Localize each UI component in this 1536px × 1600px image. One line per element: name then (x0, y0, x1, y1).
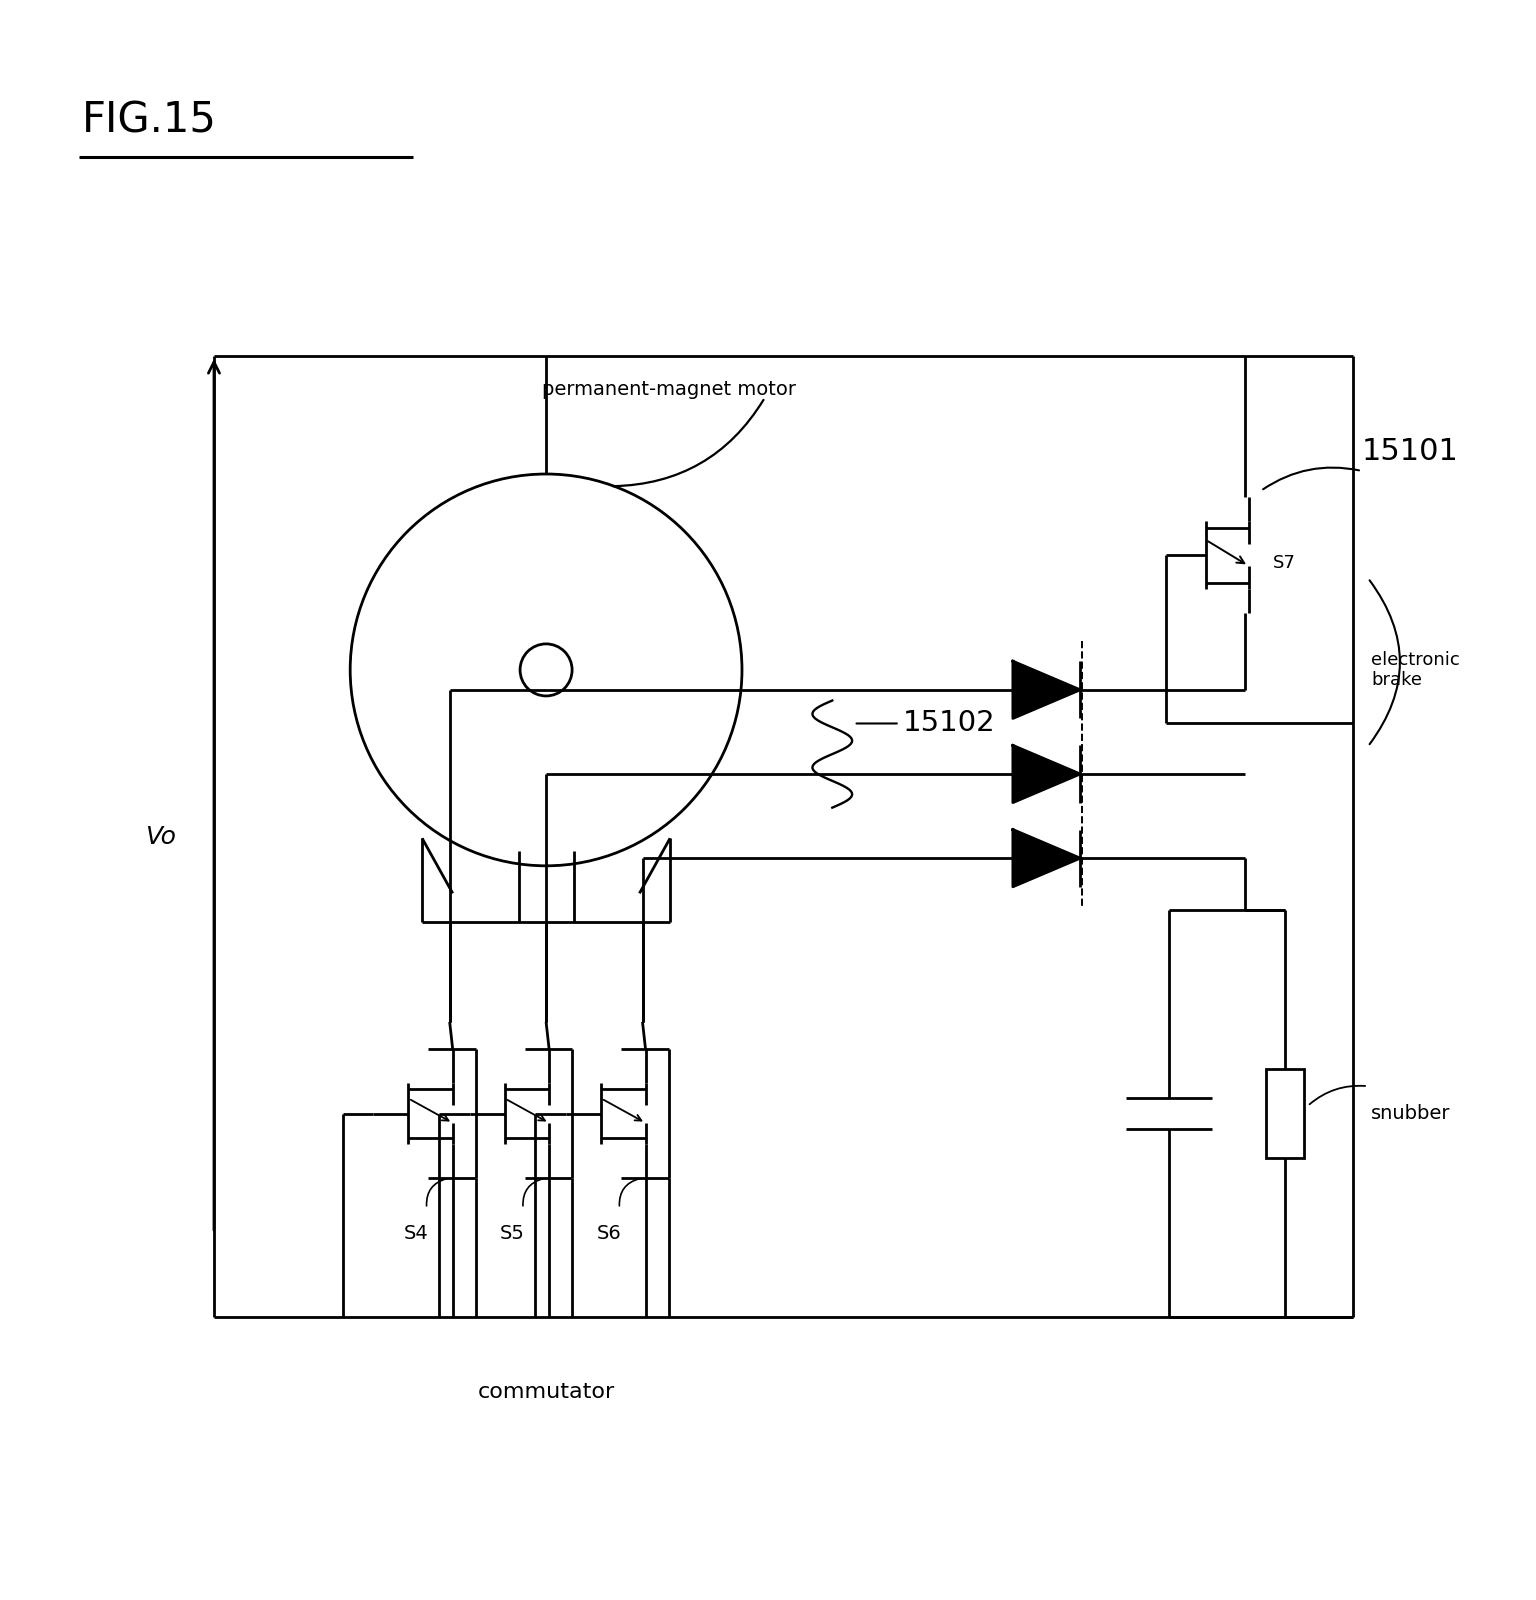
FancyArrowPatch shape (619, 1179, 641, 1206)
FancyArrowPatch shape (522, 1179, 544, 1206)
FancyArrowPatch shape (1263, 467, 1359, 490)
Text: commutator: commutator (478, 1381, 614, 1402)
Text: snubber: snubber (1372, 1104, 1450, 1123)
Text: S7: S7 (1273, 554, 1296, 571)
Text: S4: S4 (404, 1224, 429, 1243)
Text: 15101: 15101 (1362, 437, 1459, 466)
FancyArrowPatch shape (1310, 1086, 1366, 1104)
Polygon shape (1012, 829, 1080, 886)
FancyBboxPatch shape (1266, 1069, 1304, 1158)
Text: FIG.15: FIG.15 (83, 99, 217, 141)
FancyArrowPatch shape (1370, 581, 1399, 744)
Text: Vo: Vo (144, 824, 175, 848)
Text: electronic
brake: electronic brake (1372, 651, 1459, 690)
Text: S6: S6 (596, 1224, 621, 1243)
Polygon shape (1012, 661, 1080, 718)
Polygon shape (1012, 746, 1080, 803)
FancyArrowPatch shape (427, 1179, 447, 1206)
FancyArrowPatch shape (613, 400, 763, 486)
Text: permanent-magnet motor: permanent-magnet motor (542, 381, 796, 398)
Text: 15102: 15102 (903, 709, 995, 738)
Text: S5: S5 (501, 1224, 525, 1243)
